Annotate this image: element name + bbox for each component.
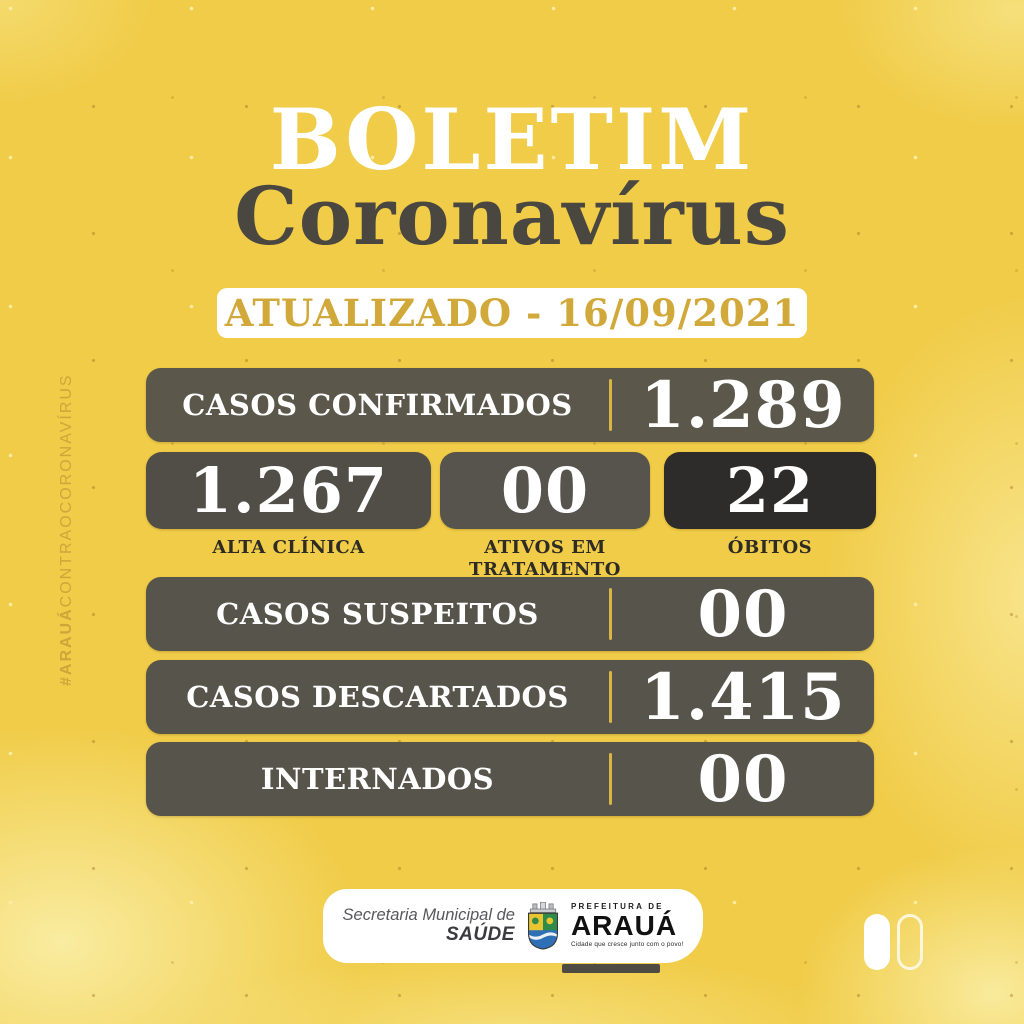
confirmed-cases-bar: CASOS CONFIRMADOS 1.289	[146, 367, 874, 443]
gold-divider	[609, 588, 612, 640]
active-home-treatment-value: 00	[500, 454, 590, 527]
suspect-cases-value: 00	[697, 576, 789, 652]
hashtag-rest-part: CONTRAOCORONAVÍRUS	[58, 373, 75, 608]
clinical-discharge-value: 1.267	[188, 454, 389, 527]
health-secretary-logo: Secretaria Municipal de SAÚDE	[343, 906, 515, 945]
discarded-cases-label: CASOS DESCARTADOS	[186, 680, 569, 714]
confirmed-cases-label: CASOS CONFIRMADOS	[182, 388, 573, 422]
hashtag-bold-part: #ARAUÁ	[58, 607, 75, 687]
hospitalized-value: 00	[697, 741, 789, 817]
page-subtitle: Coronavírus	[234, 169, 790, 263]
carousel-indicator-outline	[897, 914, 923, 970]
page-title: BOLETIM	[269, 90, 755, 189]
saude-text: SAÚDE	[445, 923, 515, 945]
updated-date-banner: ATUALIZADO - 16/09/2021	[217, 288, 807, 338]
suspect-cases-bar: CASOS SUSPEITOS 00	[146, 576, 874, 652]
footer-logos-card: Secretaria Municipal de SAÚDE PREFEITURA…	[323, 889, 703, 963]
gold-divider	[609, 753, 612, 805]
secretaria-text: Secretaria Municipal de	[342, 906, 515, 925]
hospitalized-label: INTERNADOS	[260, 762, 495, 796]
deaths-label: ÓBITOS	[727, 537, 813, 558]
confirmed-cases-value: 1.289	[640, 367, 846, 443]
deaths-box: 22	[664, 452, 876, 529]
prefeitura-de-text: PREFEITURA DE	[570, 902, 664, 912]
footer-shadow-bar	[562, 964, 660, 973]
discarded-cases-value: 1.415	[640, 659, 846, 735]
carousel-indicator-filled	[864, 914, 890, 970]
clinical-discharge-box: 1.267	[146, 452, 431, 529]
updated-date-label: ATUALIZADO - 16/09/2021	[224, 291, 800, 335]
discarded-cases-bar: CASOS DESCARTADOS 1.415	[146, 659, 874, 735]
deaths-value: 22	[725, 454, 815, 527]
city-hall-logo: PREFEITURA DE ARAUÁ Cidade que cresce ju…	[571, 903, 684, 948]
araua-coat-of-arms-icon	[527, 902, 558, 950]
clinical-discharge-label: ALTA CLÍNICA	[212, 537, 365, 558]
city-tagline-text: Cidade que cresce junto com o povo!	[570, 941, 684, 949]
vertical-hashtag: #ARAUÁCONTRAOCORONAVÍRUS	[58, 352, 76, 708]
suspect-cases-label: CASOS SUSPEITOS	[216, 597, 539, 631]
active-home-treatment-box: 00	[440, 452, 650, 529]
hospitalized-bar: INTERNADOS 00	[146, 741, 874, 817]
gold-divider	[609, 379, 612, 431]
araua-text: ARAUÁ	[570, 910, 678, 942]
gold-divider	[609, 671, 612, 723]
